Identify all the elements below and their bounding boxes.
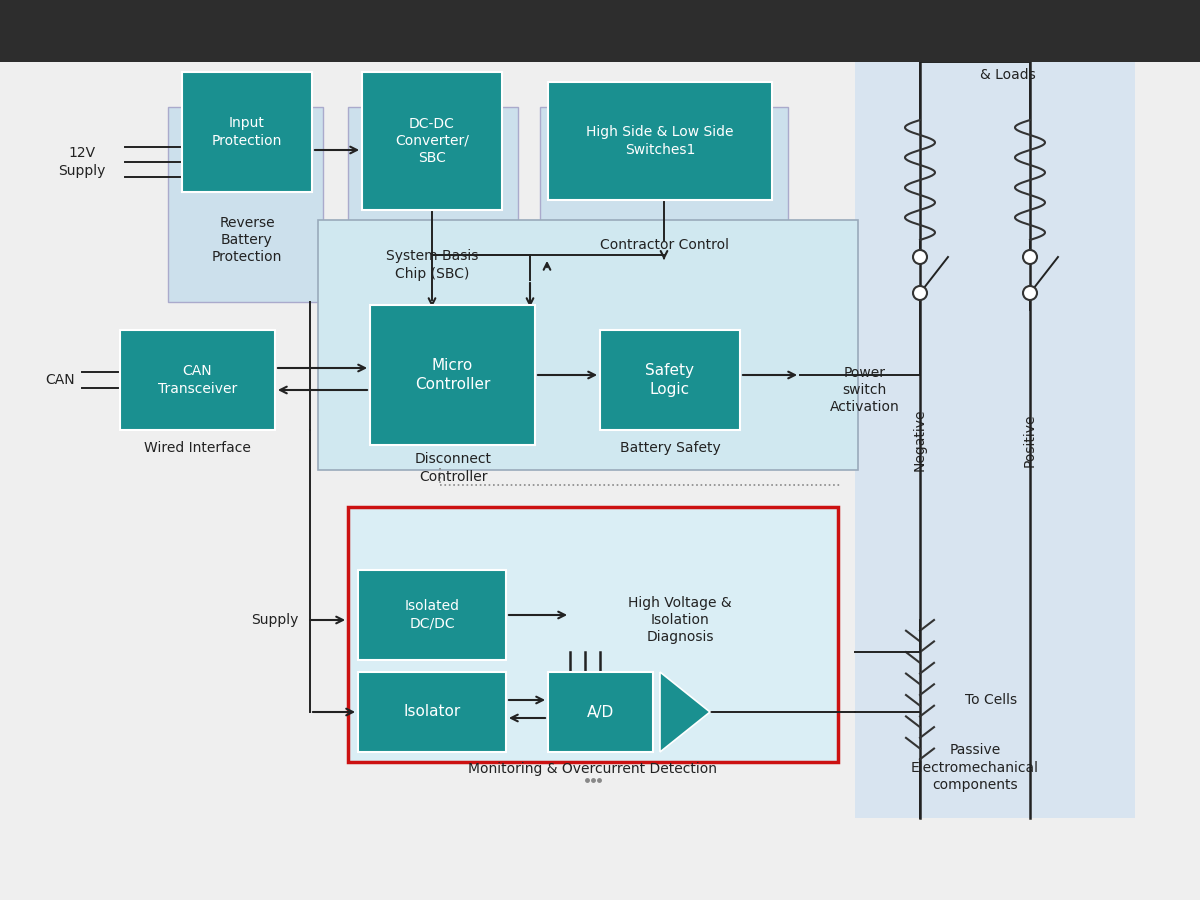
Text: Micro
Controller: Micro Controller: [415, 358, 490, 392]
Text: Input
Protection: Input Protection: [215, 77, 275, 106]
Text: A/D: A/D: [587, 705, 614, 719]
FancyBboxPatch shape: [182, 72, 312, 192]
Circle shape: [913, 250, 928, 264]
Circle shape: [913, 286, 928, 300]
Text: Input
Protection: Input Protection: [212, 116, 282, 148]
Text: DC-DC
Converter/
SBC: DC-DC Converter/ SBC: [402, 69, 464, 114]
Text: Power
switch
Activation: Power switch Activation: [830, 365, 900, 414]
FancyBboxPatch shape: [358, 570, 506, 660]
Polygon shape: [660, 672, 710, 752]
Text: Positive: Positive: [1022, 413, 1037, 467]
FancyBboxPatch shape: [348, 507, 838, 762]
FancyBboxPatch shape: [370, 305, 535, 445]
Text: Safety
Logic: Safety Logic: [646, 364, 695, 397]
Circle shape: [1022, 286, 1037, 300]
FancyBboxPatch shape: [548, 672, 653, 752]
FancyBboxPatch shape: [358, 672, 506, 752]
Text: Contractor Control: Contractor Control: [600, 238, 728, 252]
Text: High Voltage &
Isolation
Diagnosis: High Voltage & Isolation Diagnosis: [628, 596, 732, 644]
Circle shape: [1022, 250, 1037, 264]
FancyBboxPatch shape: [348, 107, 518, 302]
FancyBboxPatch shape: [854, 62, 1135, 818]
FancyBboxPatch shape: [120, 330, 275, 430]
Text: & Loads: & Loads: [980, 68, 1036, 82]
Text: Isolator: Isolator: [403, 705, 461, 719]
FancyBboxPatch shape: [600, 330, 740, 430]
Text: High Side & Low Side
Switches1: High Side & Low Side Switches1: [587, 125, 733, 157]
FancyBboxPatch shape: [168, 107, 323, 302]
Text: Battery Safety: Battery Safety: [619, 441, 720, 455]
Text: Reverse
Battery
Protection: Reverse Battery Protection: [212, 216, 282, 265]
FancyBboxPatch shape: [0, 0, 1200, 62]
Text: Monitoring & Overcurrent Detection: Monitoring & Overcurrent Detection: [468, 762, 718, 776]
FancyBboxPatch shape: [318, 220, 858, 470]
Text: Supply: Supply: [251, 613, 298, 627]
Text: CAN
Transceiver: CAN Transceiver: [158, 364, 238, 396]
Text: Isolated
DC/DC: Isolated DC/DC: [404, 599, 460, 631]
Text: Structure of automobile battery management system BMS: Structure of automobile battery manageme…: [0, 13, 1200, 49]
FancyBboxPatch shape: [540, 107, 788, 260]
Text: Wired Interface: Wired Interface: [144, 441, 251, 455]
Text: Passive
Electromechanical
components: Passive Electromechanical components: [911, 743, 1039, 792]
Text: Disconnect
Controller: Disconnect Controller: [414, 453, 492, 483]
FancyBboxPatch shape: [548, 82, 772, 200]
Text: System Basis
Chip (SBC): System Basis Chip (SBC): [386, 249, 478, 281]
Text: To Cells: To Cells: [965, 693, 1018, 707]
Text: Negative: Negative: [913, 409, 928, 472]
FancyBboxPatch shape: [362, 72, 502, 210]
Text: DC-DC
Converter/
SBC: DC-DC Converter/ SBC: [395, 117, 469, 166]
Text: CAN: CAN: [46, 373, 74, 387]
Text: 12V
Supply: 12V Supply: [59, 147, 106, 177]
